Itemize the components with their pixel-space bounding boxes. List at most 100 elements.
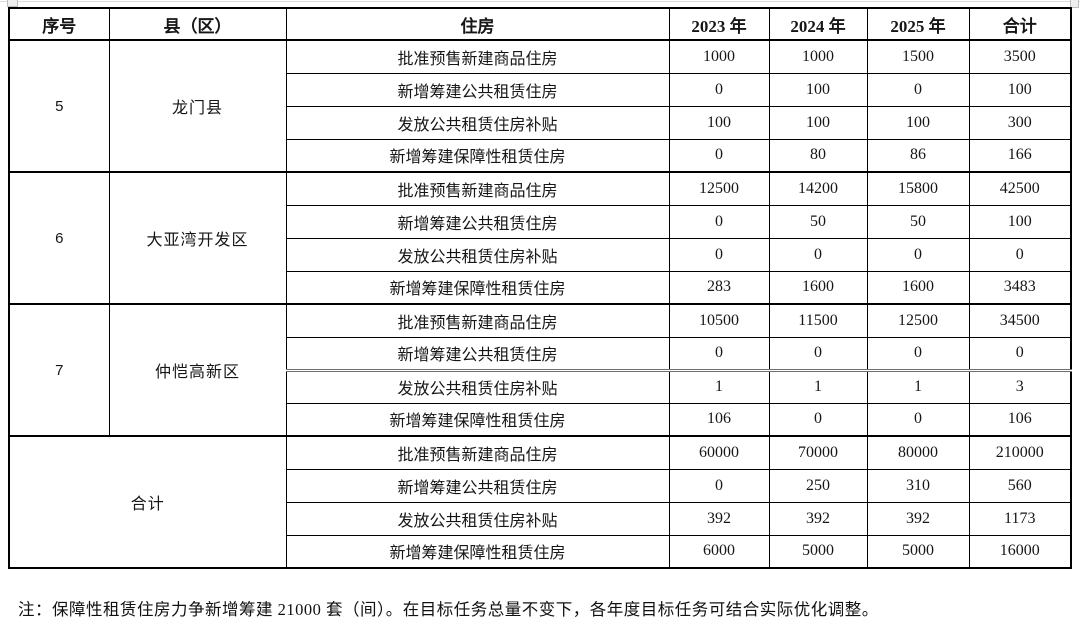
value-cell: 0 (968, 237, 1072, 272)
table-row: 新增筹建公共租赁住房 0 250 310 560 (9, 468, 1072, 503)
value-cell: 0 (668, 336, 770, 371)
value-cell: 250 (768, 468, 868, 503)
category-cell: 新增筹建公共租赁住房 (285, 468, 670, 503)
value-cell: 0 (866, 402, 970, 437)
header-total: 合计 (968, 7, 1072, 41)
table-row: 发放公共租赁住房补贴 100 100 100 300 (9, 105, 1072, 140)
category-cell: 批准预售新建商品住房 (285, 303, 670, 338)
value-cell: 0 (668, 138, 770, 173)
table-row: 发放公共租赁住房补贴 1 1 1 3 (9, 368, 1072, 404)
value-cell: 50 (768, 204, 868, 239)
value-cell: 0 (866, 336, 970, 371)
value-cell: 14200 (768, 171, 868, 206)
value-cell: 12500 (866, 303, 970, 338)
value-cell: 1000 (768, 39, 868, 74)
value-cell: 310 (866, 468, 970, 503)
table-row: 发放公共租赁住房补贴 0 0 0 0 (9, 237, 1072, 272)
district-cell: 仲恺高新区 (108, 303, 287, 437)
housing-plan-table: 序号 县（区） 住房 2023 年 2024 年 2025 年 合计 5 龙门县… (8, 7, 1072, 569)
value-cell: 560 (968, 468, 1072, 503)
category-cell: 发放公共租赁住房补贴 (285, 501, 670, 536)
header-district: 县（区） (108, 7, 287, 41)
category-cell: 批准预售新建商品住房 (285, 171, 670, 206)
value-cell: 106 (668, 402, 770, 437)
category-cell: 批准预售新建商品住房 (285, 435, 670, 470)
value-cell: 100 (768, 105, 868, 140)
value-cell: 0 (968, 336, 1072, 371)
value-cell: 0 (866, 237, 970, 272)
table-row: 新增筹建保障性租赁住房 283 1600 1600 3483 (9, 270, 1072, 305)
value-cell: 15800 (866, 171, 970, 206)
category-cell: 新增筹建公共租赁住房 (285, 72, 670, 107)
table-row: 6 大亚湾开发区 批准预售新建商品住房 12500 14200 15800 42… (8, 171, 1072, 305)
value-cell: 100 (968, 72, 1072, 107)
value-cell: 100 (866, 105, 970, 140)
serial-cell: 5 (8, 39, 110, 173)
value-cell: 0 (768, 237, 868, 272)
value-cell: 34500 (968, 303, 1072, 338)
table-row: 新增筹建保障性租赁住房 106 0 0 106 (9, 402, 1072, 437)
value-cell: 1600 (768, 270, 868, 305)
value-cell: 80 (768, 138, 868, 173)
value-cell: 12500 (668, 171, 770, 206)
category-cell: 发放公共租赁住房补贴 (285, 237, 670, 272)
grand-total-label-cell: 合计 (8, 435, 287, 569)
value-cell: 1173 (968, 501, 1072, 536)
table-row: 5 龙门县 批准预售新建商品住房 1000 1000 1500 3500 (8, 39, 1072, 173)
district-cell: 大亚湾开发区 (108, 171, 287, 305)
value-cell: 60000 (668, 435, 770, 470)
serial-cell: 7 (8, 303, 110, 437)
value-cell: 50 (866, 204, 970, 239)
value-cell: 0 (668, 237, 770, 272)
header-serial: 序号 (8, 7, 110, 41)
value-cell: 100 (968, 204, 1072, 239)
table-header-row: 序号 县（区） 住房 2023 年 2024 年 2025 年 合计 (8, 7, 1072, 41)
value-cell: 1 (768, 368, 868, 404)
footnote: 注：保障性租赁住房力争新增筹建 21000 套（间）。在目标任务总量不变下，各年… (18, 600, 879, 619)
header-2023: 2023 年 (668, 7, 770, 41)
category-cell: 批准预售新建商品住房 (285, 39, 670, 74)
value-cell: 1 (866, 368, 970, 404)
value-cell: 1000 (668, 39, 770, 74)
top-edge-artifact (0, 1, 1080, 2)
table-row: 新增筹建保障性租赁住房 0 80 86 166 (9, 138, 1072, 173)
value-cell: 1 (668, 368, 770, 404)
value-cell: 1600 (866, 270, 970, 305)
table-row: 7 仲恺高新区 批准预售新建商品住房 10500 11500 12500 345… (8, 303, 1072, 437)
category-cell: 新增筹建公共租赁住房 (285, 204, 670, 239)
value-cell: 3483 (968, 270, 1072, 305)
value-cell: 0 (668, 204, 770, 239)
value-cell: 6000 (668, 534, 770, 569)
value-cell: 166 (968, 138, 1072, 173)
value-cell: 100 (768, 72, 868, 107)
category-cell: 新增筹建保障性租赁住房 (285, 270, 670, 305)
serial-cell: 6 (8, 171, 110, 305)
value-cell: 283 (668, 270, 770, 305)
category-cell: 新增筹建保障性租赁住房 (285, 138, 670, 173)
category-cell: 发放公共租赁住房补贴 (285, 368, 670, 404)
value-cell: 0 (668, 72, 770, 107)
value-cell: 392 (768, 501, 868, 536)
value-cell: 80000 (866, 435, 970, 470)
value-cell: 16000 (968, 534, 1072, 569)
header-2024: 2024 年 (768, 7, 868, 41)
value-cell: 10500 (668, 303, 770, 338)
value-cell: 0 (768, 336, 868, 371)
value-cell: 100 (668, 105, 770, 140)
category-cell: 新增筹建公共租赁住房 (285, 336, 670, 371)
value-cell: 5000 (768, 534, 868, 569)
category-cell: 新增筹建保障性租赁住房 (285, 402, 670, 437)
table-row: 新增筹建公共租赁住房 0 50 50 100 (9, 204, 1072, 239)
table-row: 合计 批准预售新建商品住房 60000 70000 80000 210000 (8, 435, 1072, 569)
value-cell: 5000 (866, 534, 970, 569)
district-cell: 龙门县 (108, 39, 287, 173)
value-cell: 1500 (866, 39, 970, 74)
category-cell: 发放公共租赁住房补贴 (285, 105, 670, 140)
value-cell: 3500 (968, 39, 1072, 74)
table-row: 新增筹建保障性租赁住房 6000 5000 5000 16000 (9, 534, 1072, 569)
value-cell: 210000 (968, 435, 1072, 470)
value-cell: 392 (668, 501, 770, 536)
value-cell: 0 (768, 402, 868, 437)
table-handle-artifact-left (7, 0, 18, 7)
